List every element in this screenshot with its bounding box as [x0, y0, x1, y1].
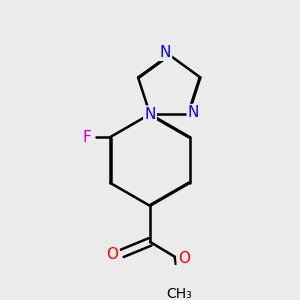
Text: N: N [160, 45, 171, 60]
Text: F: F [83, 130, 92, 145]
Text: O: O [178, 251, 190, 266]
Text: N: N [188, 105, 199, 120]
Text: CH₃: CH₃ [167, 286, 192, 300]
Text: N: N [144, 106, 156, 122]
Text: O: O [106, 248, 118, 262]
